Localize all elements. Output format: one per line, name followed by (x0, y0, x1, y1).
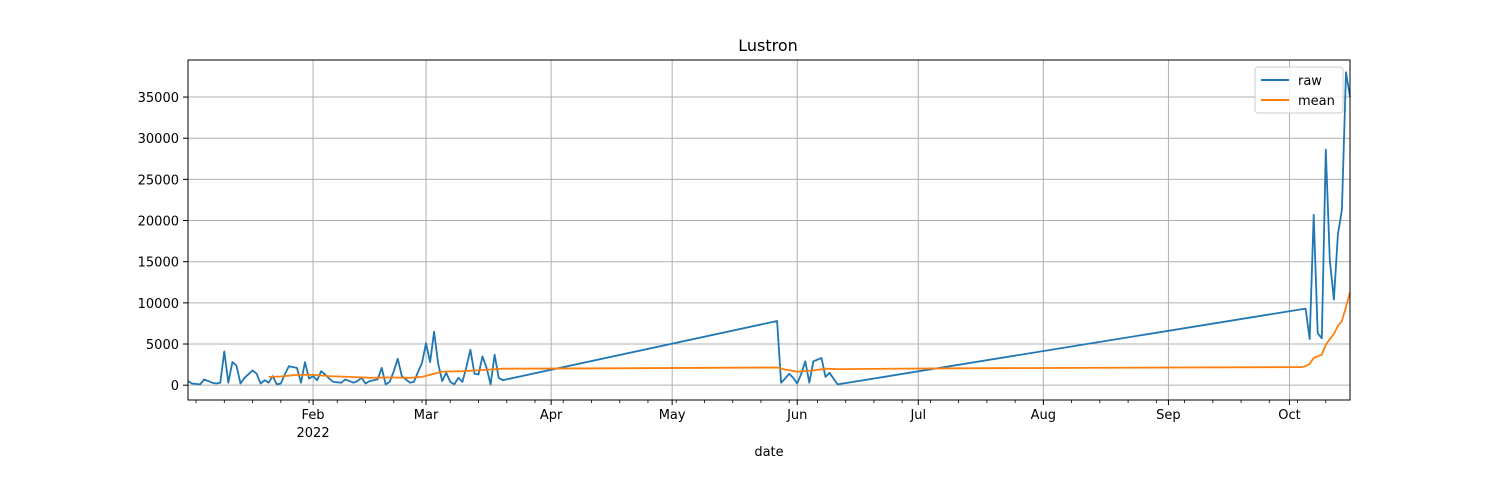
y-tick-label: 20000 (138, 215, 179, 230)
y-tick-label: 0 (171, 379, 179, 394)
x-tick-label: Mar (414, 408, 439, 423)
legend-label-raw: raw (1298, 74, 1322, 89)
grid (188, 60, 1350, 400)
chart-title: Lustron (738, 36, 798, 55)
x-tick-label: Sep (1156, 408, 1181, 423)
y-tick-label: 30000 (138, 132, 179, 147)
legend: raw mean (1254, 66, 1344, 114)
legend-box (1254, 66, 1344, 114)
legend-label-mean: mean (1298, 94, 1335, 109)
x-tick-label: Feb (302, 408, 325, 423)
x-tick-label: Jun (786, 408, 807, 423)
x-axis: Feb 2022 Mar Apr May Jun Jul Aug Sep Oct (195, 400, 1327, 441)
x-tick-label: May (659, 408, 686, 423)
y-tick-label: 15000 (138, 256, 179, 271)
x-tick-sublabel: 2022 (297, 426, 330, 441)
x-axis-label: date (754, 445, 783, 460)
y-axis: 0 5000 10000 15000 20000 25000 30000 35000 (138, 91, 188, 394)
y-tick-label: 35000 (138, 91, 179, 106)
x-tick-label: Oct (1278, 408, 1300, 423)
y-tick-label: 10000 (138, 297, 179, 312)
x-tick-label: Jul (909, 408, 926, 423)
plot-frame (187, 59, 1351, 401)
series-line-raw (187, 71, 1351, 386)
x-tick-label: Aug (1031, 408, 1056, 423)
series-line-mean (268, 291, 1351, 379)
y-tick-label: 25000 (138, 173, 179, 188)
y-tick-label: 5000 (146, 338, 179, 353)
series-layer (187, 71, 1351, 386)
x-tick-label: Apr (540, 408, 563, 423)
